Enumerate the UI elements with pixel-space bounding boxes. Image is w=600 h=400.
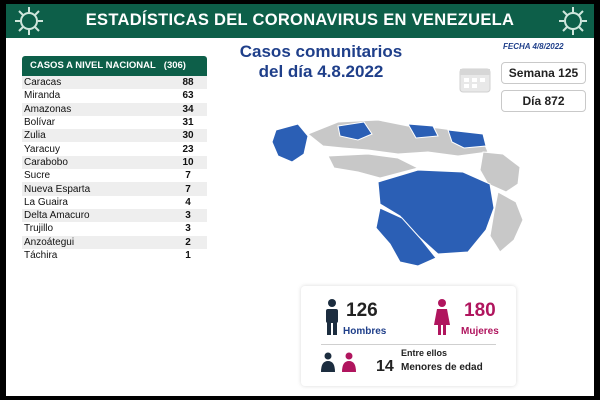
state-name: Caracas bbox=[24, 77, 62, 89]
week-badge: Semana 125 bbox=[501, 62, 586, 84]
venezuela-map bbox=[271, 119, 524, 267]
map-region-delta bbox=[479, 151, 521, 193]
men-count: 126 bbox=[346, 300, 378, 321]
women-label: Mujeres bbox=[461, 326, 499, 337]
report-date: FECHA 4/8/2022 bbox=[503, 42, 564, 51]
table-row: Miranda 63 bbox=[22, 89, 207, 102]
minors-prefix: Entre ellos bbox=[401, 348, 448, 358]
state-name: Miranda bbox=[24, 90, 61, 102]
state-name: Sucre bbox=[24, 170, 51, 182]
table-row: Yaracuy 23 bbox=[22, 142, 207, 155]
table-header-label: CASOS A NIVEL NACIONAL bbox=[30, 60, 156, 71]
man-icon bbox=[326, 299, 338, 335]
table-row: Zulia 30 bbox=[22, 129, 207, 143]
table-rows: Caracas 88 Miranda 63 Amazonas 34 Bolívar 31 Zul… bbox=[22, 76, 207, 262]
table-row: Sucre 7 bbox=[22, 169, 207, 182]
case-count: 10 bbox=[182, 156, 194, 168]
case-count: 1 bbox=[185, 250, 191, 261]
table-row: Amazonas 34 bbox=[22, 102, 207, 116]
state-name: Yaracuy bbox=[24, 143, 60, 155]
table-row: Anzoátegui 2 bbox=[22, 235, 207, 249]
state-name: Táchira bbox=[24, 250, 58, 261]
day-badge: Día 872 bbox=[501, 90, 586, 112]
case-count: 63 bbox=[182, 90, 194, 102]
table-header-total: (306) bbox=[163, 60, 186, 71]
map-region-capital bbox=[407, 123, 439, 139]
table-row: Delta Amacuro 3 bbox=[22, 208, 207, 223]
divider bbox=[321, 344, 496, 345]
case-count: 3 bbox=[185, 223, 191, 235]
case-count: 7 bbox=[185, 183, 191, 195]
cases-table: CASOS A NIVEL NACIONAL (306) Caracas 88 Mir… bbox=[22, 56, 207, 262]
case-count: 34 bbox=[182, 103, 194, 115]
map-region-central bbox=[337, 121, 373, 141]
state-name: La Guaira bbox=[24, 196, 68, 208]
headline-line2: del día 4.8.2022 bbox=[258, 62, 384, 81]
headline-line1: Casos comunitarios bbox=[239, 42, 403, 61]
state-name: Trujillo bbox=[24, 223, 54, 235]
case-count: 23 bbox=[182, 143, 194, 155]
state-name: Delta Amacuro bbox=[24, 210, 90, 222]
minors-count: 14 bbox=[376, 358, 394, 375]
case-count: 88 bbox=[182, 77, 194, 89]
state-name: Carabobo bbox=[24, 156, 68, 168]
case-count: 2 bbox=[185, 236, 191, 248]
case-count: 4 bbox=[185, 196, 191, 208]
header-banner: ESTADÍSTICAS DEL CORONAVIRUS EN VENEZUEL… bbox=[6, 4, 594, 38]
children-icon bbox=[321, 352, 356, 372]
women-count: 180 bbox=[464, 300, 496, 321]
case-count: 30 bbox=[182, 130, 194, 142]
table-row: Nueva Esparta 7 bbox=[22, 182, 207, 196]
state-name: Zulia bbox=[24, 130, 46, 142]
map-region-east bbox=[489, 191, 524, 253]
infographic: ESTADÍSTICAS DEL CORONAVIRUS EN VENEZUEL… bbox=[6, 4, 594, 396]
map-region-amazonas bbox=[375, 207, 437, 267]
men-label: Hombres bbox=[343, 326, 387, 337]
headline: Casos comunitarios del día 4.8.2022 bbox=[216, 42, 426, 82]
state-name: Nueva Esparta bbox=[24, 183, 91, 195]
state-name: Anzoátegui bbox=[24, 236, 75, 248]
case-count: 31 bbox=[182, 117, 194, 129]
map-region-zulia bbox=[271, 123, 309, 163]
demographics-panel: 126 Hombres 180 Mujeres Entre ellos 14 M… bbox=[301, 286, 516, 386]
map-region-sucre bbox=[447, 129, 487, 149]
state-name: Amazonas bbox=[24, 103, 72, 115]
table-row: Bolívar 31 bbox=[22, 116, 207, 129]
case-count: 7 bbox=[185, 170, 191, 182]
state-name: Bolívar bbox=[24, 117, 56, 129]
virus-icon bbox=[15, 7, 43, 35]
minors-label: Menores de edad bbox=[401, 362, 483, 373]
table-row: Trujillo 3 bbox=[22, 222, 207, 235]
table-header: CASOS A NIVEL NACIONAL (306) bbox=[22, 56, 207, 76]
table-row: La Guaira 4 bbox=[22, 196, 207, 209]
table-row: Táchira 1 bbox=[22, 249, 207, 262]
map-region-bolivar bbox=[377, 169, 495, 255]
table-row: Caracas 88 bbox=[22, 76, 207, 90]
virus-icon bbox=[559, 7, 587, 35]
woman-icon bbox=[434, 299, 450, 335]
calendar-icon bbox=[459, 68, 491, 93]
page-title: ESTADÍSTICAS DEL CORONAVIRUS EN VENEZUEL… bbox=[85, 11, 515, 29]
table-row: Carabobo 10 bbox=[22, 155, 207, 170]
map-region-llanos bbox=[327, 153, 420, 179]
case-count: 3 bbox=[185, 210, 191, 222]
